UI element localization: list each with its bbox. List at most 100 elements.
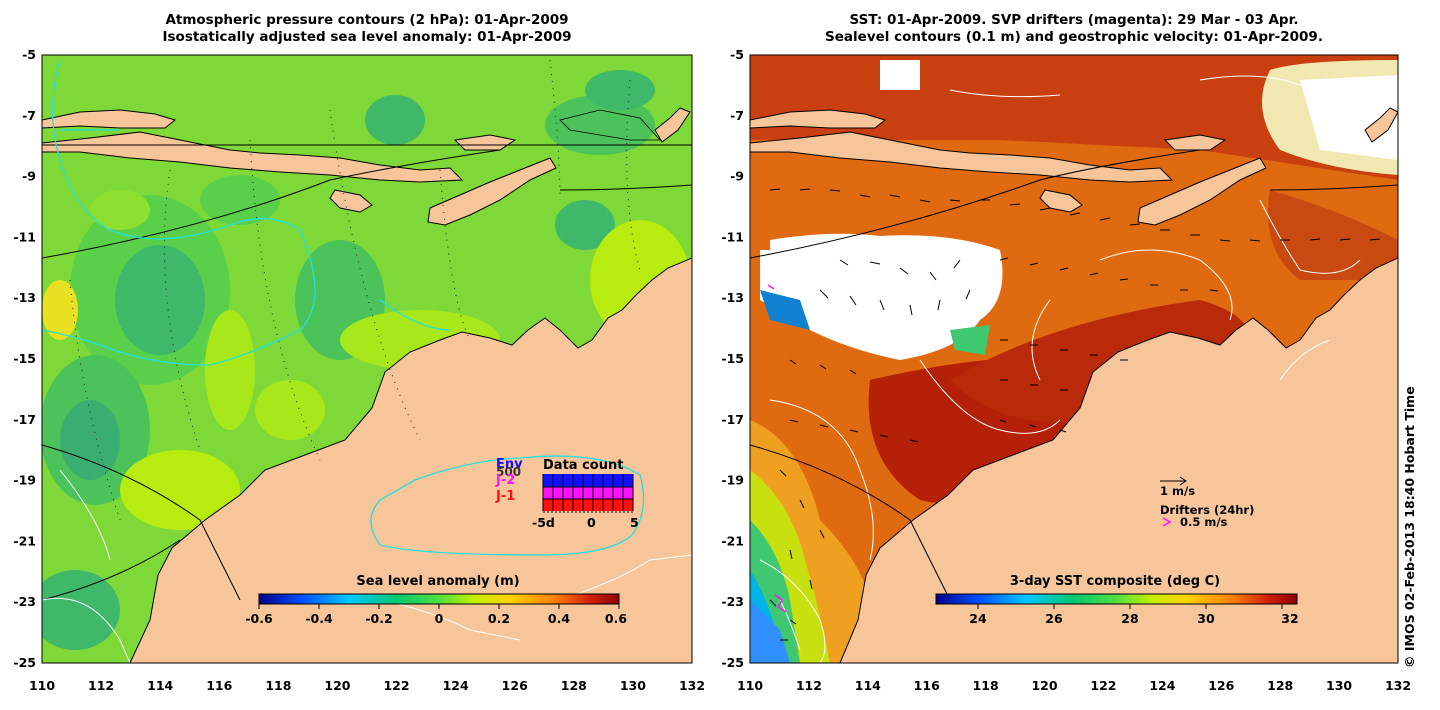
left-title-line1: Atmospheric pressure contours (2 hPa): 0… xyxy=(165,12,569,28)
sla-tick-7: 0.6 xyxy=(605,611,627,626)
right-y-tick-label: -13 xyxy=(721,290,744,305)
timor-island xyxy=(1137,157,1267,226)
right-x-tick-label: 130 xyxy=(1326,678,1352,693)
data-count-bars xyxy=(542,474,635,513)
sst-colorbar-label: 3-day SST composite (deg C) xyxy=(1010,574,1220,589)
right-y-tick-label: -5 xyxy=(730,47,744,62)
vector-scale-arrow xyxy=(1160,476,1187,486)
sst-tick-26: 26 xyxy=(1045,611,1063,626)
wetar-island xyxy=(1163,134,1227,151)
sst-colorbar-ramp xyxy=(935,593,1298,605)
imos-credit: © IMOS 02-Feb-2013 18:40 Hobart Time xyxy=(1402,386,1417,668)
sla-colorbar: Sea level anomaly (m) -0.6 -0.4 -0.2 0 0… xyxy=(245,574,627,626)
right-y-tick-label: -11 xyxy=(721,229,744,244)
sst-tick-30: 30 xyxy=(1197,611,1215,626)
left-x-tick-label: 126 xyxy=(502,678,528,693)
right-y-tick-label: -25 xyxy=(721,655,744,670)
left-y-tick-label: -9 xyxy=(22,169,36,184)
legend-j2: J-2 xyxy=(495,473,515,488)
drifters-label: Drifters (24hr) xyxy=(1160,503,1254,517)
left-x-tick-label: 120 xyxy=(324,678,350,693)
data-count-title: Data count xyxy=(543,458,623,473)
left-y-tick-label: -19 xyxy=(13,473,36,488)
right-x-tick-label: 132 xyxy=(1385,678,1411,693)
drifter-speed-label: 0.5 m/s xyxy=(1180,515,1228,529)
left-y-tick-label: -25 xyxy=(13,655,36,670)
sst-tick-28: 28 xyxy=(1121,611,1138,626)
sumba-island xyxy=(329,189,373,213)
drifters-legend: Drifters (24hr) 0.5 m/s xyxy=(1160,503,1254,529)
sla-tick-2: -0.4 xyxy=(305,611,333,626)
left-y-tick-label: -23 xyxy=(13,594,36,609)
legend-j1: J-1 xyxy=(495,489,515,504)
left-y-tick-label: -21 xyxy=(13,533,36,548)
sla-tick-4: 0 xyxy=(435,611,444,626)
data-count-xtick-5: 5 xyxy=(630,515,639,530)
right-x-tick-label: 122 xyxy=(1090,678,1116,693)
australia-landmass xyxy=(839,257,1398,663)
sst-tick-24: 24 xyxy=(969,611,987,626)
left-x-tick-label: 122 xyxy=(383,678,409,693)
left-x-tick-label: 114 xyxy=(147,678,173,693)
legend-env: Env xyxy=(496,457,523,472)
east-islands xyxy=(559,109,661,141)
right-x-tick-label: 124 xyxy=(1149,678,1175,693)
right-y-tick-label: -17 xyxy=(721,412,744,427)
left-y-tick-label: -7 xyxy=(22,108,36,123)
sla-tick-3: -0.2 xyxy=(365,611,392,626)
sst-temperature-fields xyxy=(750,55,1398,663)
left-y-tick-label: -15 xyxy=(13,351,36,366)
right-x-tick-label: 118 xyxy=(973,678,999,693)
right-title-line1: SST: 01-Apr-2009. SVP drifters (magenta)… xyxy=(849,12,1299,28)
tanimbar-island xyxy=(654,107,691,143)
sumbawa-island xyxy=(750,109,887,129)
svp-drifter-tracks xyxy=(767,284,787,613)
sla-tick-5: 0.2 xyxy=(488,611,510,626)
left-y-tick-label: -5 xyxy=(22,47,36,62)
right-y-tick-label: -15 xyxy=(721,351,744,366)
australia-landmass xyxy=(129,257,692,663)
sumbawa-island xyxy=(42,109,177,129)
left-plot-frame xyxy=(41,54,693,664)
sumba-island xyxy=(1039,189,1083,213)
pressure-contours xyxy=(42,144,692,601)
vector-scale-label: 1 m/s xyxy=(1160,484,1195,498)
sst-colorbar: 3-day SST composite (deg C) 24 26 28 30 … xyxy=(935,574,1299,626)
right-y-tick-label: -19 xyxy=(721,473,744,488)
dotted-contours xyxy=(69,59,641,521)
sst-black-contours xyxy=(750,149,1398,601)
sealevel-contours xyxy=(759,75,1361,663)
sla-tick-1: -0.6 xyxy=(245,611,273,626)
sst-land xyxy=(750,107,1398,663)
data-count-xtick-neg5: -5d xyxy=(532,515,555,530)
right-title-line2: Sealevel contours (0.1 m) and geostrophi… xyxy=(825,29,1323,45)
left-y-tick-label: -17 xyxy=(13,412,36,427)
left-y-tick-label: -13 xyxy=(13,290,36,305)
left-x-tick-label: 128 xyxy=(561,678,587,693)
drifter-arrow-icon xyxy=(1162,517,1172,527)
vector-scale: 1 m/s xyxy=(1160,476,1195,498)
left-y-tick-label: -11 xyxy=(13,229,36,244)
legend-scale-500: 500 xyxy=(496,465,521,479)
right-x-tick-label: 116 xyxy=(914,678,940,693)
right-title: SST: 01-Apr-2009. SVP drifters (magenta)… xyxy=(750,12,1398,46)
right-y-tick-label: -23 xyxy=(721,594,744,609)
sla-map xyxy=(42,55,692,663)
right-x-tick-label: 114 xyxy=(855,678,881,693)
left-x-tick-label: 110 xyxy=(29,678,55,693)
left-x-tick-label: 116 xyxy=(206,678,232,693)
sla-colorbar-ramp xyxy=(258,593,620,605)
tanimbar-island xyxy=(1364,107,1398,143)
left-title: Atmospheric pressure contours (2 hPa): 0… xyxy=(42,12,692,46)
sla-colorbar-label: Sea level anomaly (m) xyxy=(356,574,519,589)
data-count-xtick-0: 0 xyxy=(587,515,596,530)
cyan-contours xyxy=(42,59,645,556)
left-x-tick-label: 124 xyxy=(443,678,469,693)
right-x-tick-label: 110 xyxy=(737,678,763,693)
left-x-tick-label: 118 xyxy=(265,678,291,693)
sla-tick-6: 0.4 xyxy=(548,611,570,626)
right-y-tick-label: -9 xyxy=(730,169,744,184)
right-y-tick-label: -21 xyxy=(721,533,744,548)
right-y-tick-label: -7 xyxy=(730,108,744,123)
